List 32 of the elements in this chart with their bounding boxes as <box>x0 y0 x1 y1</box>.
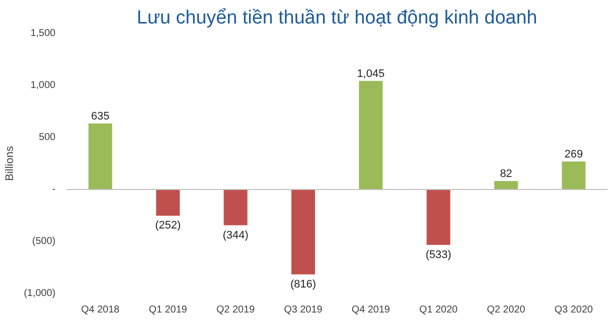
bar <box>224 190 248 226</box>
y-tick-label: (500) <box>32 236 56 247</box>
data-label: (252) <box>155 220 181 232</box>
data-label: (816) <box>290 278 316 290</box>
y-tick-label: 1,500 <box>30 28 56 39</box>
y-tick-label: - <box>52 184 56 195</box>
data-label: 269 <box>564 148 583 161</box>
chart-title: Lưu chuyển tiền thuần từ hoạt động kinh doanh <box>136 8 538 28</box>
x-tick-label: Q4 2019 <box>352 304 390 316</box>
bar <box>562 162 586 190</box>
x-tick-label: Q2 2019 <box>216 304 256 316</box>
bar <box>88 123 112 190</box>
x-tick-label: Q4 2018 <box>81 304 120 316</box>
y-tick-label: 500 <box>38 132 56 143</box>
bar <box>426 190 450 245</box>
bar <box>291 190 316 274</box>
x-tick-label: Q1 2020 <box>419 304 458 316</box>
x-tick-label: Q2 2020 <box>486 304 526 316</box>
x-tick-label: Q1 2019 <box>148 304 188 316</box>
x-tick-label: Q3 2020 <box>554 304 594 316</box>
bar <box>156 190 180 216</box>
x-tick-label: Q3 2019 <box>284 304 323 316</box>
data-label: (344) <box>222 229 248 242</box>
y-tick-label: 1,000 <box>30 80 56 91</box>
y-tick-label: (1,000) <box>24 288 56 299</box>
data-label: 1,045 <box>357 68 385 80</box>
data-label: 635 <box>91 110 110 122</box>
y-axis-title: Billions <box>4 146 16 181</box>
data-label: (533) <box>426 248 452 261</box>
bar <box>358 80 383 190</box>
bar <box>494 180 518 190</box>
data-label: 82 <box>500 168 512 180</box>
